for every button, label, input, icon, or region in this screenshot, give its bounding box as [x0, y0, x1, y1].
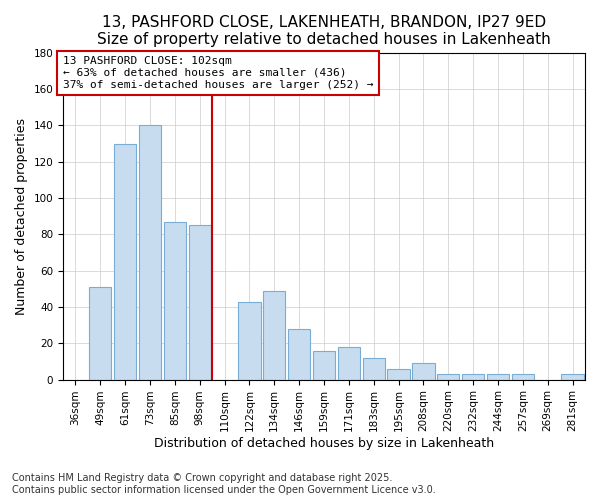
Bar [164, 222, 186, 380]
Bar [487, 374, 509, 380]
Bar [288, 329, 310, 380]
Bar [238, 302, 260, 380]
Bar [114, 144, 136, 380]
Bar [512, 374, 534, 380]
Bar [412, 364, 434, 380]
Bar [562, 374, 584, 380]
Bar [89, 287, 112, 380]
Bar [338, 347, 360, 380]
Bar [188, 225, 211, 380]
Text: Contains HM Land Registry data © Crown copyright and database right 2025.
Contai: Contains HM Land Registry data © Crown c… [12, 474, 436, 495]
Bar [313, 350, 335, 380]
Bar [263, 290, 286, 380]
Bar [462, 374, 484, 380]
Text: 13 PASHFORD CLOSE: 102sqm
← 63% of detached houses are smaller (436)
37% of semi: 13 PASHFORD CLOSE: 102sqm ← 63% of detac… [63, 56, 374, 90]
X-axis label: Distribution of detached houses by size in Lakenheath: Distribution of detached houses by size … [154, 437, 494, 450]
Bar [139, 126, 161, 380]
Bar [362, 358, 385, 380]
Bar [437, 374, 460, 380]
Title: 13, PASHFORD CLOSE, LAKENHEATH, BRANDON, IP27 9ED
Size of property relative to d: 13, PASHFORD CLOSE, LAKENHEATH, BRANDON,… [97, 15, 551, 48]
Y-axis label: Number of detached properties: Number of detached properties [15, 118, 28, 314]
Bar [388, 368, 410, 380]
